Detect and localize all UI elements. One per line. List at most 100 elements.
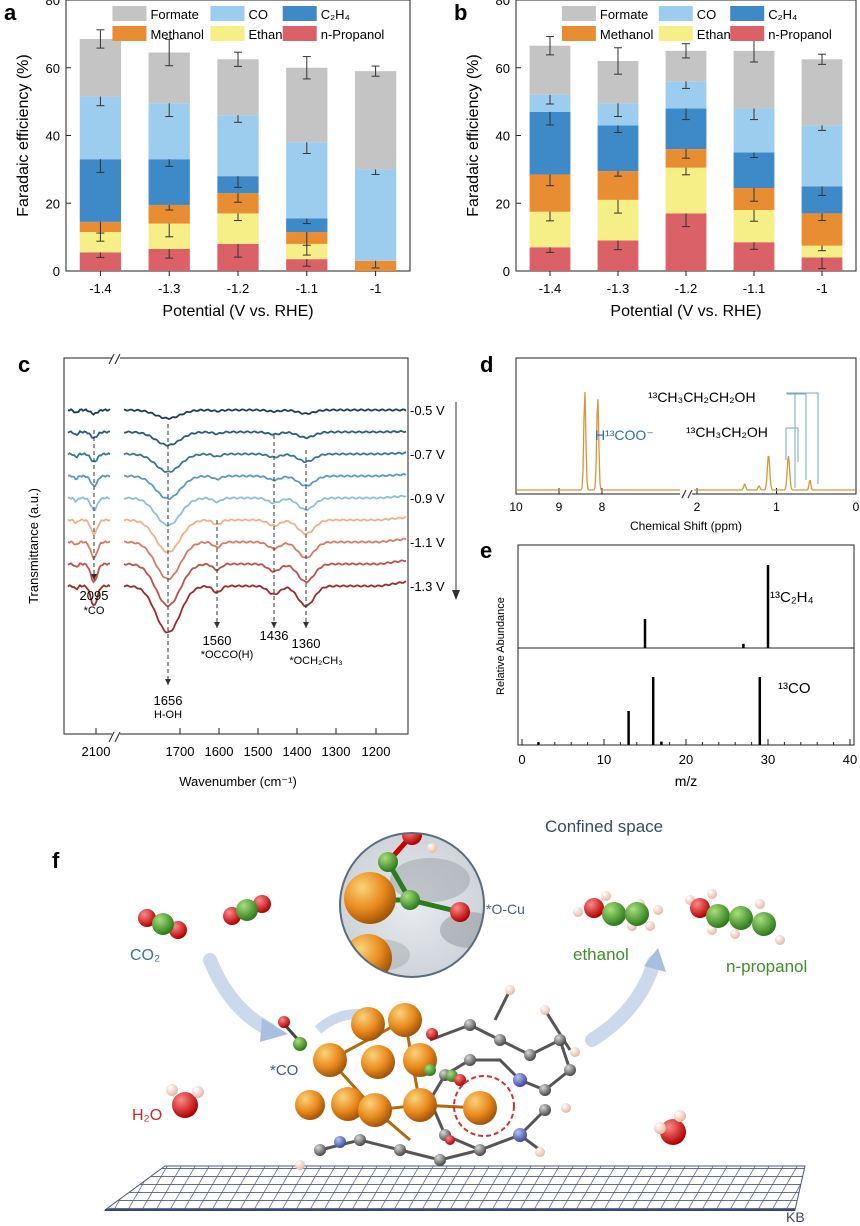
legend-swatch-c2h4 <box>282 6 317 21</box>
series-label-c2h4: ¹³C₂H₄ <box>770 589 814 606</box>
ir-spectrum--0.5V <box>123 408 407 420</box>
legend-swatch-ethanol <box>210 26 245 41</box>
ir-spectrum--0.8V <box>123 473 407 501</box>
x-tick-label: -1.2 <box>227 281 249 296</box>
graphene-sheet <box>103 1165 806 1211</box>
chart-d-nmr: 10 9 8 2 1 0 H¹³COO⁻ ¹³CH₃CH₂CH₂OH ¹³CH₃CH₂OH… <box>509 357 860 533</box>
bar-segment-c2h4 <box>286 218 328 233</box>
copper-atoms <box>295 1003 497 1127</box>
peak-arrow <box>91 574 97 580</box>
x-tick-label: -1.4 <box>89 281 111 296</box>
ir-spectrum--1.1V <box>67 540 111 561</box>
legend-swatch-n-propanol <box>730 26 765 41</box>
legend-label: Ethanol <box>248 27 292 42</box>
ligand-atoms <box>295 985 580 1170</box>
legend-label: CO <box>697 7 717 22</box>
legend-swatch-methanol <box>112 26 147 41</box>
y-axis-label: Faradaic efficiency (%) <box>15 54 32 216</box>
chart-a: 0 20 40 60 80 -1.4 -1.3 -1.2 -1.1 -1 Potential (V … <box>15 0 411 320</box>
x-axis-label-d: Chemical Shift (ppm) <box>630 519 742 533</box>
co2-molecule-2 <box>223 895 271 925</box>
co2-molecule-1 <box>138 909 187 939</box>
x-tick-label: 0 <box>518 752 525 767</box>
y-tick-label: 40 <box>496 129 510 144</box>
nmr-spectrum-right <box>694 455 856 491</box>
peak-label: 1360 <box>292 636 321 651</box>
ir-spectrum--1.3V <box>123 580 407 634</box>
bar-segment-co <box>801 125 843 187</box>
peak-arrow <box>214 622 220 628</box>
ir-spectrum--0.5V <box>67 408 111 416</box>
x-tick-label: 10 <box>509 500 523 514</box>
y-tick-label: 60 <box>46 61 60 76</box>
x-tick-label: 10 <box>597 752 611 767</box>
nmr-spectrum-left <box>516 391 680 491</box>
series-label-co: ¹³CO <box>778 680 811 697</box>
legend-swatch-co <box>210 6 245 21</box>
label-h2o: H₂O <box>132 1107 162 1124</box>
legend-label: CO <box>248 7 267 22</box>
x-tick-label: -1.3 <box>158 281 180 296</box>
peak-arrow <box>303 622 309 628</box>
ir-spectrum--1.2V <box>123 559 407 608</box>
x-tick-label: 1400 <box>283 744 312 759</box>
peak-assignment: H-OH <box>154 709 182 721</box>
y-tick-label: 0 <box>503 264 510 279</box>
x-tick-label: -1.2 <box>675 281 697 296</box>
x-tick-label: 1700 <box>166 744 195 759</box>
adsorbed-co <box>278 1016 307 1051</box>
legend-swatch-n-propanol <box>282 26 317 41</box>
x-axis-label-c: Wavenumber (cm⁻¹) <box>179 774 297 789</box>
chart-b: 0 20 40 60 80 -1.4 -1.3 -1.2 -1.1 -1 Potential (V … <box>465 0 857 320</box>
ir-spectrum--0.9V <box>123 494 407 528</box>
plot-frame-c <box>63 357 409 735</box>
panel-label-e: e <box>480 538 492 563</box>
axis-break <box>681 489 693 499</box>
legend-label: Ethanol <box>697 27 741 42</box>
bar-segment-methanol <box>148 204 190 224</box>
bar-segment-c2h4 <box>733 152 775 189</box>
ir-spectrum--1.0V <box>67 518 111 536</box>
peak-label: 1560 <box>203 633 232 648</box>
potential-label: -1.1 V <box>410 535 445 550</box>
peak-arrow <box>165 679 171 685</box>
bar-segment-c2h4 <box>597 125 639 172</box>
ir-spectrum--0.9V <box>67 496 111 512</box>
x-tick-label: -1.3 <box>607 281 629 296</box>
ir-spectrum--0.7V <box>67 452 111 463</box>
h2o-molecule-2 <box>654 1110 686 1145</box>
npropanol-molecule <box>685 889 785 945</box>
ir-spectrum--0.8V <box>67 474 111 488</box>
annotation-propanol: ¹³CH₃CH₂CH₂OH <box>648 389 756 405</box>
y-tick-label: 20 <box>46 196 60 211</box>
bar-segment-n-propanol <box>79 252 122 271</box>
legend-swatch-c2h4 <box>730 6 765 21</box>
legend-swatch-formate <box>561 6 596 21</box>
bar-segment-co <box>217 115 259 177</box>
bar-segment-co <box>286 142 328 219</box>
axis-break-bottom <box>108 731 121 743</box>
legend-label: n-Propanol <box>768 27 832 42</box>
bar-segment-formate <box>286 67 328 143</box>
h2o-molecule-1 <box>166 1084 204 1118</box>
panel-label-f: f <box>52 848 60 873</box>
plot-frame-e <box>517 544 855 746</box>
x-tick-label: -1.1 <box>296 281 318 296</box>
x-tick-label: 9 <box>556 500 563 514</box>
legend-label: n-Propanol <box>321 27 385 42</box>
x-tick-label: 1200 <box>362 744 391 759</box>
bar-segment-formate <box>354 71 397 170</box>
y-axis-label: Faradaic efficiency (%) <box>465 54 482 216</box>
y-tick-label: 20 <box>496 196 510 211</box>
x-axis-label-e: m/z <box>675 773 698 789</box>
potential-label: -1.3 V <box>410 579 445 594</box>
ethanol-molecule <box>573 891 663 931</box>
peak-assignment: *CO <box>84 605 105 617</box>
ir-spectrum--0.6V <box>123 430 407 447</box>
legend-swatch-formate <box>112 6 147 21</box>
legend-label: Methanol <box>150 27 204 42</box>
x-tick-label: 8 <box>599 500 606 514</box>
x-tick-label: 1300 <box>322 744 351 759</box>
bar-segment-n-propanol <box>529 247 571 271</box>
label-ethanol: ethanol <box>573 945 629 964</box>
